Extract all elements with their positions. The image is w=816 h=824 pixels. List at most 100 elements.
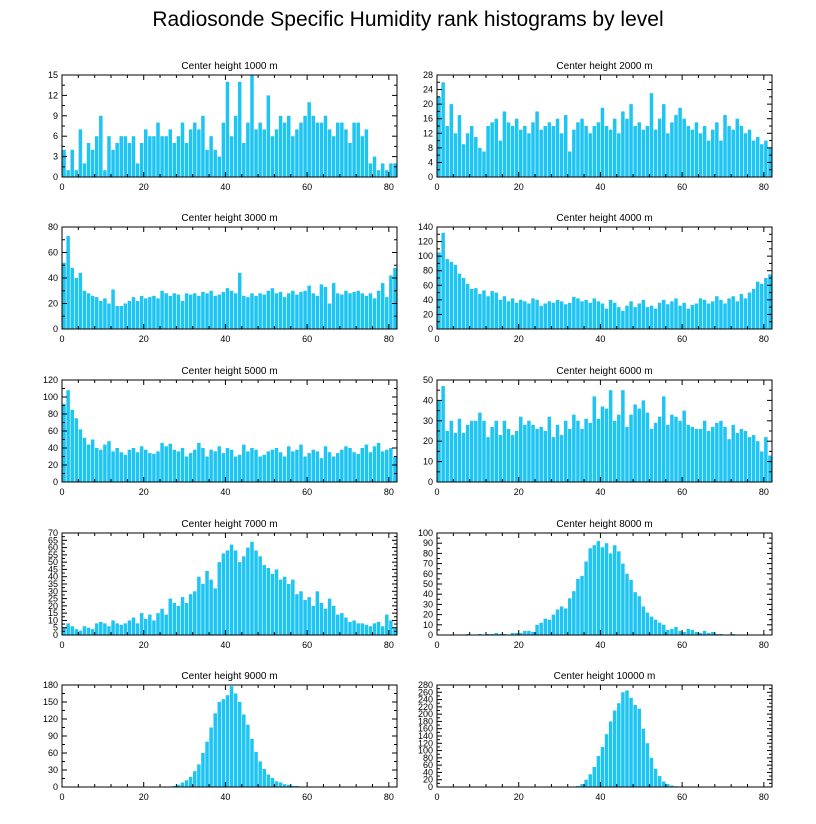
- histogram-bar: [70, 626, 74, 635]
- histogram-bar: [352, 452, 356, 482]
- histogram-bar: [629, 301, 633, 329]
- x-tick-label: 20: [514, 334, 524, 344]
- histogram-bar: [327, 129, 332, 177]
- histogram-bar: [510, 435, 515, 482]
- histogram-bar: [612, 420, 617, 482]
- histogram-bar: [514, 302, 519, 329]
- histogram-bar: [78, 129, 83, 177]
- x-tick-label: 40: [595, 792, 605, 802]
- histogram-bar: [723, 426, 727, 482]
- histogram-bar: [152, 453, 156, 482]
- histogram-bar: [572, 414, 576, 482]
- histogram-bar: [682, 118, 686, 177]
- histogram-bar: [82, 290, 87, 329]
- histogram-bar: [144, 129, 148, 177]
- histogram-bar: [188, 294, 193, 329]
- histogram-bar: [653, 129, 658, 177]
- histogram-bar: [625, 573, 629, 635]
- histogram-bar: [393, 267, 397, 329]
- y-tick-label: 28: [423, 70, 433, 80]
- histogram-bar: [266, 451, 271, 482]
- histogram-bar: [209, 136, 213, 177]
- histogram-bar: [242, 444, 246, 482]
- histogram-bar: [621, 310, 625, 329]
- histogram-bar: [225, 81, 230, 177]
- histogram-bar: [376, 170, 381, 177]
- y-tick-label: 150: [43, 697, 58, 707]
- y-tick-label: 30: [423, 599, 433, 609]
- histogram-bar: [193, 122, 197, 177]
- histogram-bar: [711, 631, 715, 635]
- histogram-bar: [254, 129, 258, 177]
- y-tick-label: 9: [53, 111, 58, 121]
- histogram-bar: [702, 299, 707, 329]
- histogram-bar: [469, 126, 474, 177]
- x-tick-label: 80: [384, 640, 394, 650]
- x-tick-label: 40: [220, 487, 230, 497]
- histogram-bar: [209, 579, 213, 635]
- histogram-bar: [645, 743, 650, 787]
- histogram-bar: [237, 562, 242, 635]
- histogram-bar: [385, 170, 389, 177]
- histogram-bar: [584, 126, 588, 177]
- y-tick-label: 20: [423, 610, 433, 620]
- histogram-bar: [372, 156, 377, 177]
- x-tick-label: 0: [59, 792, 64, 802]
- y-tick-label: 0: [428, 172, 433, 182]
- y-tick-label: 40: [423, 295, 433, 305]
- histogram-bar: [74, 278, 79, 329]
- histogram-bar: [246, 724, 250, 787]
- histogram-bar: [323, 446, 328, 482]
- histogram-bar: [727, 126, 731, 177]
- y-tick-label: 40: [423, 589, 433, 599]
- histogram-bar: [678, 420, 682, 482]
- histogram-bar: [555, 118, 560, 177]
- histogram-bar: [258, 556, 262, 635]
- y-tick-label: 16: [423, 114, 433, 124]
- histogram-bar: [164, 136, 168, 177]
- panel-title: Center height 4000 m: [556, 213, 652, 224]
- histogram-bar: [702, 126, 707, 177]
- histogram-bar: [662, 396, 666, 482]
- histogram-bar: [123, 454, 128, 482]
- histogram-bar: [547, 416, 552, 482]
- histogram-bar: [576, 298, 580, 329]
- histogram-bar: [380, 451, 385, 482]
- x-tick-label: 40: [220, 182, 230, 192]
- histogram-bar: [666, 629, 670, 635]
- x-tick-label: 60: [302, 334, 312, 344]
- histogram-bar: [348, 621, 352, 635]
- histogram-bar: [74, 170, 79, 177]
- y-tick-label: 4: [428, 157, 433, 167]
- histogram-bar: [393, 456, 397, 482]
- histogram-bar: [588, 422, 592, 482]
- panel-title: Center height 2000 m: [556, 61, 652, 72]
- histogram-bar: [156, 122, 160, 177]
- histogram-bar: [119, 624, 123, 635]
- y-tick-label: 80: [48, 222, 58, 232]
- histogram-bar: [295, 449, 299, 482]
- histogram-bar: [278, 292, 283, 329]
- histogram-bar: [706, 140, 711, 177]
- y-tick-label: 50: [423, 375, 433, 385]
- y-tick-label: 20: [423, 436, 433, 446]
- x-tick-label: 60: [677, 182, 687, 192]
- histogram-bar: [184, 143, 189, 177]
- histogram-bar: [62, 149, 66, 177]
- histogram-bar: [559, 606, 564, 635]
- histogram-bar: [205, 293, 209, 329]
- histogram-bar: [768, 455, 772, 482]
- y-tick-label: 20: [48, 299, 58, 309]
- histogram-bar: [572, 591, 576, 635]
- y-tick-label: 20: [48, 601, 58, 611]
- histogram-bar: [649, 305, 654, 329]
- histogram-bar: [641, 129, 646, 177]
- histogram-bar: [164, 446, 168, 482]
- histogram-bar: [698, 428, 703, 482]
- histogram-bar: [287, 446, 291, 482]
- histogram-bar: [482, 420, 486, 482]
- histogram-bar: [148, 614, 152, 635]
- histogram-bar: [670, 122, 674, 177]
- histogram-bar: [213, 295, 217, 329]
- histogram-bar: [188, 776, 193, 787]
